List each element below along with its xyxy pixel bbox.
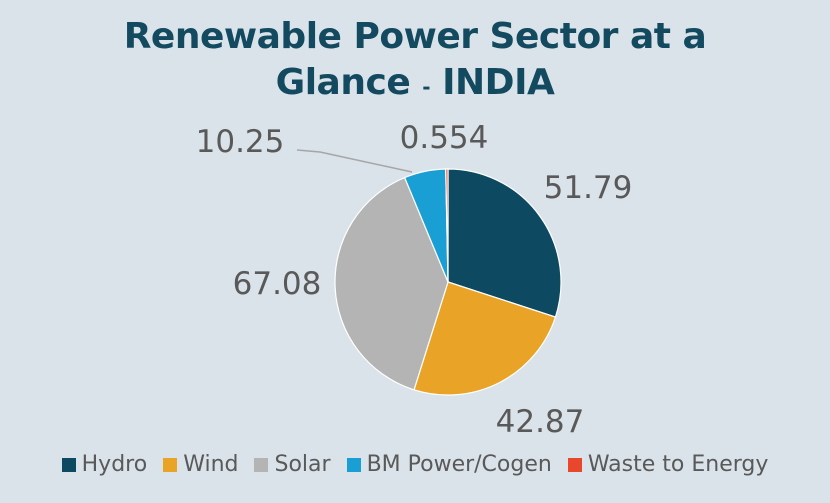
legend-swatch bbox=[567, 457, 582, 472]
chart-title-line1: Renewable Power Sector at a bbox=[123, 16, 707, 57]
legend-swatch bbox=[346, 457, 361, 472]
chart-title-line2: Glance - INDIA bbox=[0, 60, 830, 110]
data-label-hydro: 51.79 bbox=[544, 170, 633, 206]
data-label-waste-to-energy: 0.554 bbox=[400, 120, 489, 156]
legend-swatch bbox=[61, 457, 76, 472]
chart-title: Renewable Power Sector at a Glance - IND… bbox=[0, 14, 830, 110]
pie-slice-wind bbox=[413, 281, 557, 396]
legend-item-solar: Solar bbox=[254, 452, 331, 477]
legend-item-bm-power-cogen: BM Power/Cogen bbox=[346, 452, 552, 477]
legend-item-waste-to-energy: Waste to Energy bbox=[567, 452, 769, 477]
data-label-wind: 42.87 bbox=[496, 404, 585, 440]
pie-slice-hydro bbox=[447, 168, 562, 318]
legend-label: Wind bbox=[183, 452, 239, 477]
chart-title-country: INDIA bbox=[442, 62, 555, 103]
legend-item-hydro: Hydro bbox=[61, 452, 148, 477]
legend-swatch bbox=[254, 457, 269, 472]
chart-legend: Hydro Wind Solar BM Power/Cogen Waste to Ene… bbox=[0, 452, 830, 477]
data-label-bm-power-cogen: 10.25 bbox=[196, 124, 285, 160]
legend-label: Solar bbox=[274, 452, 331, 477]
legend-label: Hydro bbox=[81, 452, 148, 477]
pie-slice-waste-to-energy bbox=[445, 168, 449, 283]
legend-label: BM Power/Cogen bbox=[366, 452, 552, 477]
chart-title-glance: Glance bbox=[275, 62, 411, 103]
legend-label: Waste to Energy bbox=[587, 452, 769, 477]
chart-title-separator: - bbox=[422, 75, 431, 99]
pie-slice-solar bbox=[334, 176, 449, 391]
leader-line-bm-power bbox=[296, 149, 413, 173]
legend-item-wind: Wind bbox=[163, 452, 238, 477]
data-label-solar: 67.08 bbox=[233, 266, 322, 302]
legend-swatch bbox=[163, 457, 178, 472]
